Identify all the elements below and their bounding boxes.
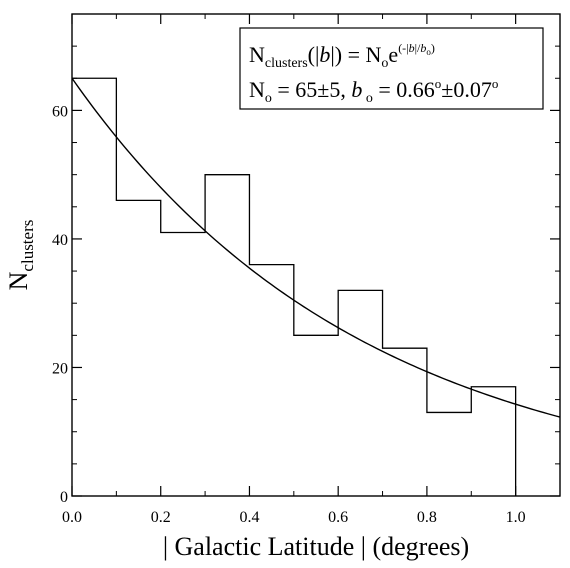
- legend-line-2: No = 65±5, b o = 0.66o±0.07o: [249, 76, 498, 106]
- x-axis-title: | Galactic Latitude | (degrees): [163, 532, 469, 561]
- y-tick-labels: 0 20 40 60: [52, 103, 68, 506]
- legend-box: Nclusters(|b|) = Noe(-|b|/bo) No = 65±5,…: [239, 27, 544, 110]
- x-tick-label: 0.0: [62, 509, 82, 526]
- y-tick-label: 20: [52, 360, 68, 377]
- y-tick-label: 60: [52, 103, 68, 120]
- histogram-step: [72, 77, 517, 496]
- plot-frame: [71, 13, 561, 497]
- x-tick-labels: 0.0 0.2 0.4 0.6 0.8 1.0: [62, 509, 526, 526]
- minor-ticks: [72, 14, 561, 496]
- x-tick-label: 0.4: [239, 509, 259, 526]
- y-axis-title: Nclusters: [4, 220, 37, 291]
- legend-line-1: Nclusters(|b|) = Noe(-|b|/bo): [249, 41, 435, 71]
- y-tick-label: 40: [52, 232, 68, 249]
- x-tick-label: 0.8: [417, 509, 437, 526]
- y-tick-label: 0: [60, 489, 68, 506]
- x-tick-label: 1.0: [506, 509, 526, 526]
- legend-border: [239, 27, 544, 110]
- plot-area: [71, 13, 561, 497]
- exponential-fit-curve: [71, 77, 561, 418]
- x-tick-label: 0.2: [151, 509, 171, 526]
- x-tick-label: 0.6: [328, 509, 348, 526]
